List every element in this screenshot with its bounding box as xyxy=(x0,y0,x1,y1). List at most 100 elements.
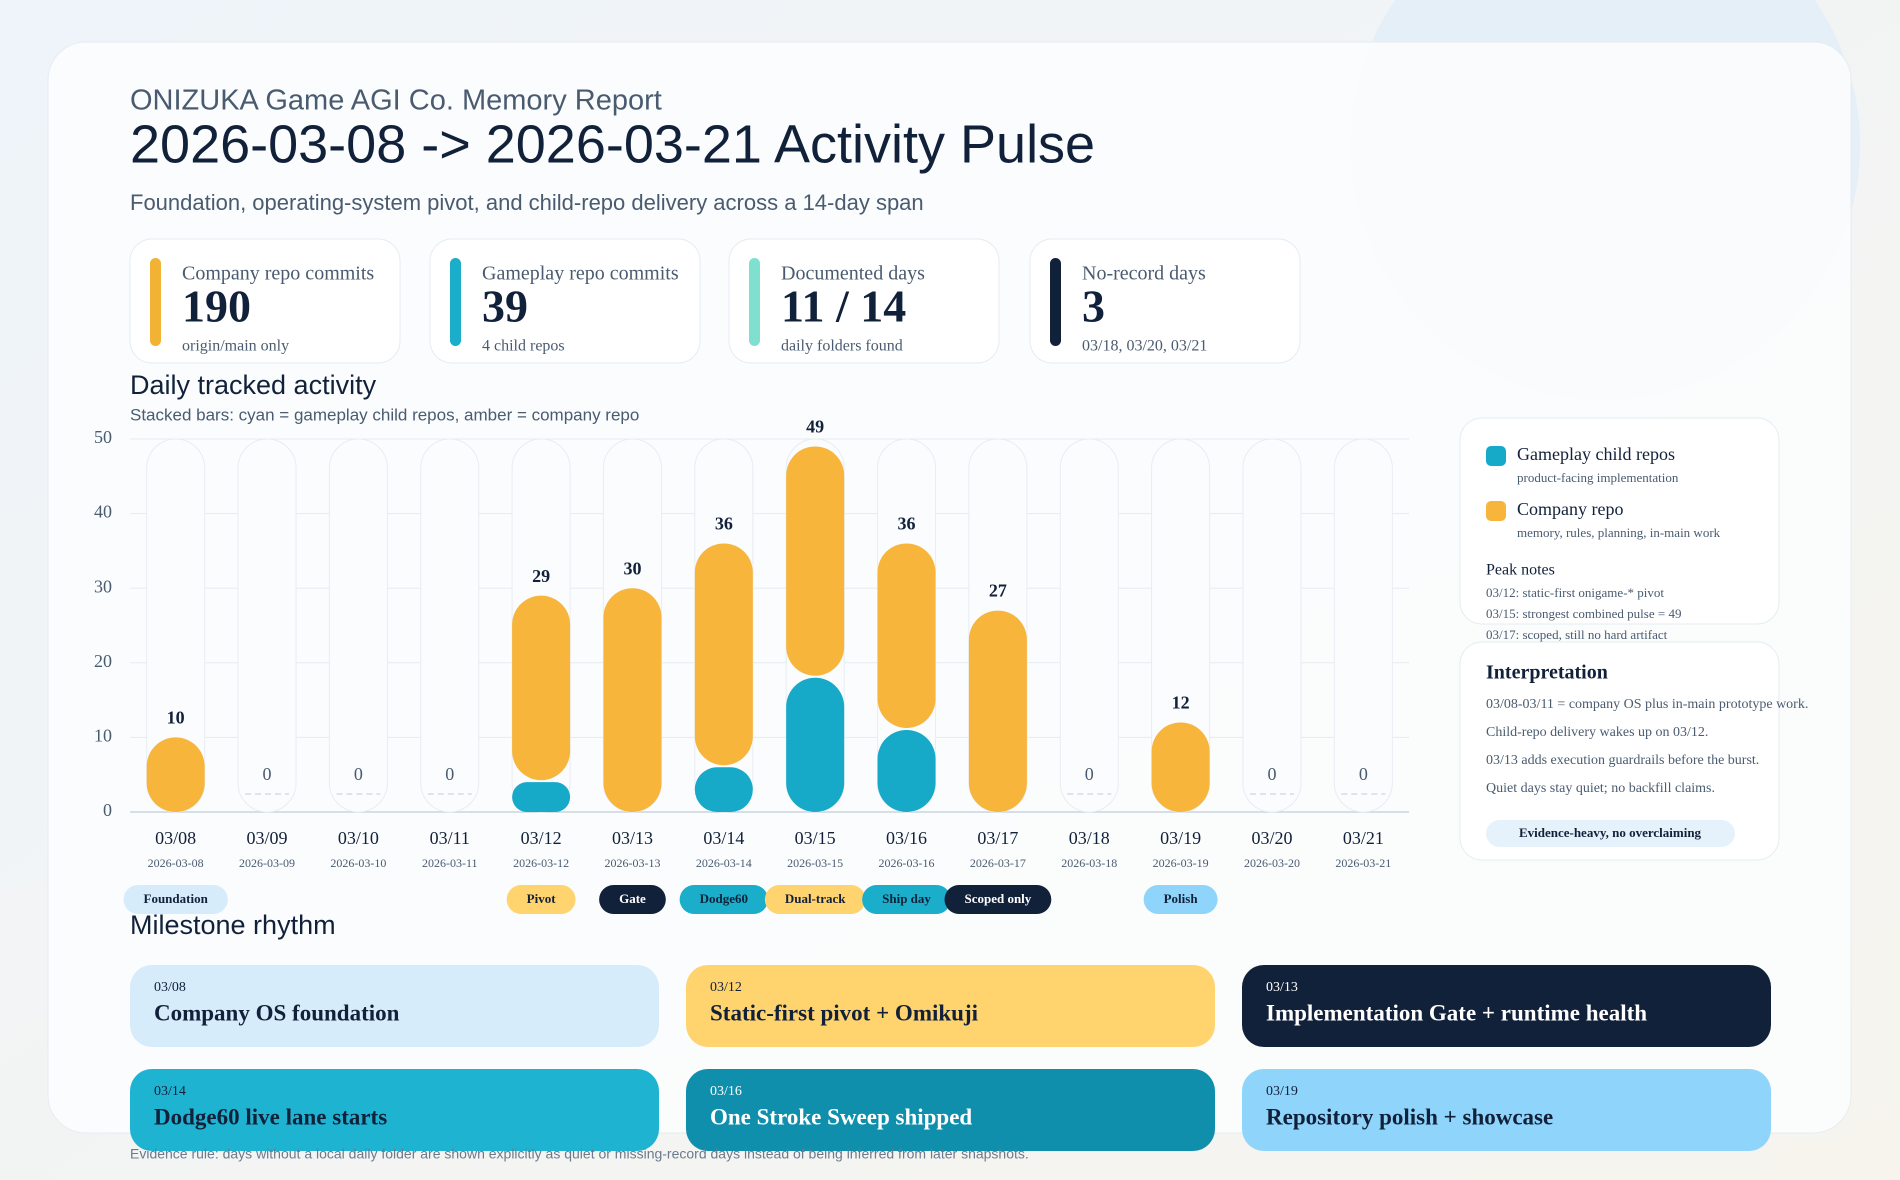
x-tick-label: 03/11 xyxy=(430,828,470,848)
milestone-date: 03/08 xyxy=(154,980,186,995)
legend-label: Gameplay child repos xyxy=(1517,444,1675,464)
bar-segment xyxy=(786,446,845,676)
overline: ONIZUKA Game AGI Co. Memory Report xyxy=(130,85,662,117)
milestone-label: Implementation Gate + runtime health xyxy=(1266,1000,1647,1025)
bar-track xyxy=(237,438,297,813)
x-tick-label: 03/13 xyxy=(612,828,653,848)
bar-segment xyxy=(694,767,753,812)
milestone-tag xyxy=(599,885,666,914)
x-tick-date: 2026-03-16 xyxy=(879,856,935,870)
kpi-label: Company repo commits xyxy=(182,263,374,285)
milestone-card xyxy=(686,1069,1215,1151)
x-tick-date: 2026-03-15 xyxy=(787,856,843,870)
milestone-tag-label: Ship day xyxy=(882,891,931,906)
total-label: 27 xyxy=(989,581,1007,601)
peak-note: 03/12: static-first onigame-* pivot xyxy=(1486,585,1664,600)
total-label: 0 xyxy=(354,764,363,784)
x-tick-date: 2026-03-13 xyxy=(604,856,660,870)
legend-swatch xyxy=(1486,501,1506,521)
bar-segment xyxy=(694,543,753,766)
subtitle: Foundation, operating-system pivot, and … xyxy=(130,190,924,215)
x-tick-label: 03/21 xyxy=(1343,828,1384,848)
x-tick-date: 2026-03-10 xyxy=(330,856,386,870)
bar-segment xyxy=(512,595,571,781)
bar-segment xyxy=(1151,722,1210,812)
x-tick-date: 2026-03-19 xyxy=(1153,856,1209,870)
legend-panel xyxy=(1459,417,1780,625)
kpi-card xyxy=(728,238,1000,364)
x-tick-date: 2026-03-08 xyxy=(148,856,204,870)
title: 2026-03-08 -> 2026-03-21 Activity Pulse xyxy=(130,114,1095,174)
milestone-label: Repository polish + showcase xyxy=(1266,1104,1553,1129)
milestone-tag xyxy=(1143,885,1218,914)
milestone-date: 03/19 xyxy=(1266,1084,1298,1099)
legend-note: memory, rules, planning, in-main work xyxy=(1517,525,1721,540)
total-label: 36 xyxy=(898,514,916,534)
x-tick-label: 03/16 xyxy=(886,828,927,848)
kpi-note: daily folders found xyxy=(781,338,903,355)
interpretation-line: Quiet days stay quiet; no backfill claim… xyxy=(1486,781,1715,796)
total-label: 29 xyxy=(532,566,550,586)
bar-segment xyxy=(146,737,205,812)
milestone-tag-label: Scoped only xyxy=(964,891,1031,906)
total-label: 0 xyxy=(1085,764,1094,784)
x-tick-label: 03/20 xyxy=(1251,828,1292,848)
x-tick-label: 03/19 xyxy=(1160,828,1201,848)
milestone-card xyxy=(686,965,1215,1047)
kpi-card xyxy=(129,238,401,364)
badge xyxy=(1486,820,1735,847)
milestones-title: Milestone rhythm xyxy=(130,910,336,940)
kpi-note: origin/main only xyxy=(182,338,289,355)
total-label: 49 xyxy=(806,417,824,437)
milestone-card xyxy=(130,965,659,1047)
milestone-label: One Stroke Sweep shipped xyxy=(710,1104,972,1129)
x-tick-label: 03/09 xyxy=(247,828,288,848)
bar-segment xyxy=(968,610,1027,812)
milestone-tag xyxy=(862,885,951,914)
y-tick-label: 30 xyxy=(94,576,112,596)
bar-segment xyxy=(512,782,571,812)
kpi-label: No-record days xyxy=(1082,263,1206,285)
milestone-tag xyxy=(764,885,866,914)
interpretation-title: Interpretation xyxy=(1486,662,1608,684)
x-tick-date: 2026-03-20 xyxy=(1244,856,1300,870)
chart-title: Daily tracked activity xyxy=(130,370,377,400)
milestone-tag-label: Dodge60 xyxy=(700,891,748,906)
kpi-value: 3 xyxy=(1082,281,1105,332)
milestone-tag-label: Foundation xyxy=(144,891,209,906)
y-tick-label: 50 xyxy=(94,427,112,447)
milestone-tag xyxy=(944,885,1052,914)
milestone-label: Company OS foundation xyxy=(154,1000,400,1025)
milestone-tag-label: Gate xyxy=(619,891,646,906)
x-tick-date: 2026-03-12 xyxy=(513,856,569,870)
x-tick-label: 03/14 xyxy=(703,828,744,848)
bar-track xyxy=(1059,438,1119,813)
milestone-date: 03/14 xyxy=(154,1084,186,1099)
total-label: 30 xyxy=(623,558,641,578)
x-tick-date: 2026-03-17 xyxy=(970,856,1026,870)
milestone-date: 03/13 xyxy=(1266,980,1298,995)
x-tick-date: 2026-03-11 xyxy=(422,856,478,870)
x-tick-date: 2026-03-18 xyxy=(1061,856,1117,870)
milestone-tag-label: Polish xyxy=(1164,891,1199,906)
milestone-tag-label: Pivot xyxy=(527,891,557,906)
kpi-note: 03/18, 03/20, 03/21 xyxy=(1082,338,1207,355)
y-tick-label: 0 xyxy=(103,800,112,820)
milestone-tag xyxy=(679,885,769,914)
y-tick-label: 10 xyxy=(94,726,112,746)
x-tick-date: 2026-03-21 xyxy=(1335,856,1391,870)
bar-track xyxy=(1242,438,1302,813)
kpi-accent xyxy=(150,258,161,346)
x-tick-label: 03/15 xyxy=(795,828,836,848)
x-tick-label: 03/08 xyxy=(155,828,196,848)
milestone-date: 03/12 xyxy=(710,980,742,995)
interpretation-line: Child-repo delivery wakes up on 03/12. xyxy=(1486,725,1708,740)
milestone-card xyxy=(1242,1069,1771,1151)
y-tick-label: 40 xyxy=(94,502,112,522)
bar-segment xyxy=(877,543,936,728)
total-label: 0 xyxy=(445,764,454,784)
total-label: 36 xyxy=(715,514,733,534)
x-tick-label: 03/10 xyxy=(338,828,379,848)
interpretation-line: 03/13 adds execution guardrails before t… xyxy=(1486,753,1759,768)
x-tick-date: 2026-03-14 xyxy=(696,856,752,870)
